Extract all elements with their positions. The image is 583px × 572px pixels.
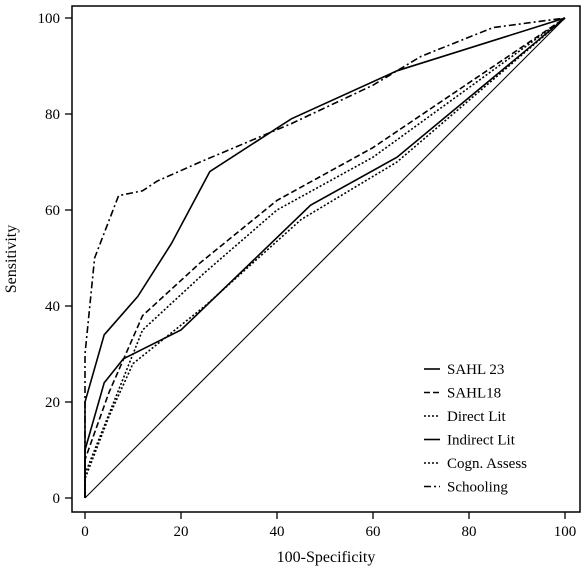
legend-label: SAHL18 (447, 386, 501, 402)
reference-diagonal-line (84, 17, 566, 499)
legend-label: Indirect Lit (447, 433, 516, 449)
x-axis-title: 100-Specificity (277, 549, 376, 566)
y-tick-label: 60 (45, 203, 60, 219)
series-line-sahl18 (84, 17, 566, 498)
x-axis-ticks: 0 20 40 60 80 100 (81, 512, 576, 540)
x-tick-label: 100 (554, 524, 577, 540)
legend: SAHL 23 SAHL18 Direct Lit Indirect Lit Cogn.… (424, 362, 527, 496)
legend-label: Direct Lit (447, 409, 507, 425)
x-tick-label: 0 (81, 524, 89, 540)
x-tick-label: 80 (462, 524, 477, 540)
series-line-indirect-lit (84, 17, 566, 498)
y-tick-label: 20 (45, 395, 60, 411)
legend-label: Schooling (447, 480, 508, 496)
y-axis-title: Sensitivity (3, 225, 20, 293)
series-line-direct-lit (84, 17, 566, 498)
legend-label: SAHL 23 (447, 362, 504, 378)
y-tick-label: 80 (45, 107, 60, 123)
legend-label: Cogn. Assess (447, 456, 527, 472)
y-tick-label: 0 (53, 491, 61, 507)
axes (71, 5, 581, 513)
y-axis-ticks: 0 20 40 60 80 100 (38, 11, 72, 507)
series-lines (84, 17, 566, 499)
series-line-sahl-23 (84, 17, 566, 498)
y-tick-label: 40 (45, 299, 60, 315)
plot-frame (71, 5, 581, 513)
y-tick-label: 100 (38, 11, 61, 27)
x-tick-label: 40 (270, 524, 285, 540)
x-tick-label: 20 (174, 524, 189, 540)
x-tick-label: 60 (366, 524, 381, 540)
